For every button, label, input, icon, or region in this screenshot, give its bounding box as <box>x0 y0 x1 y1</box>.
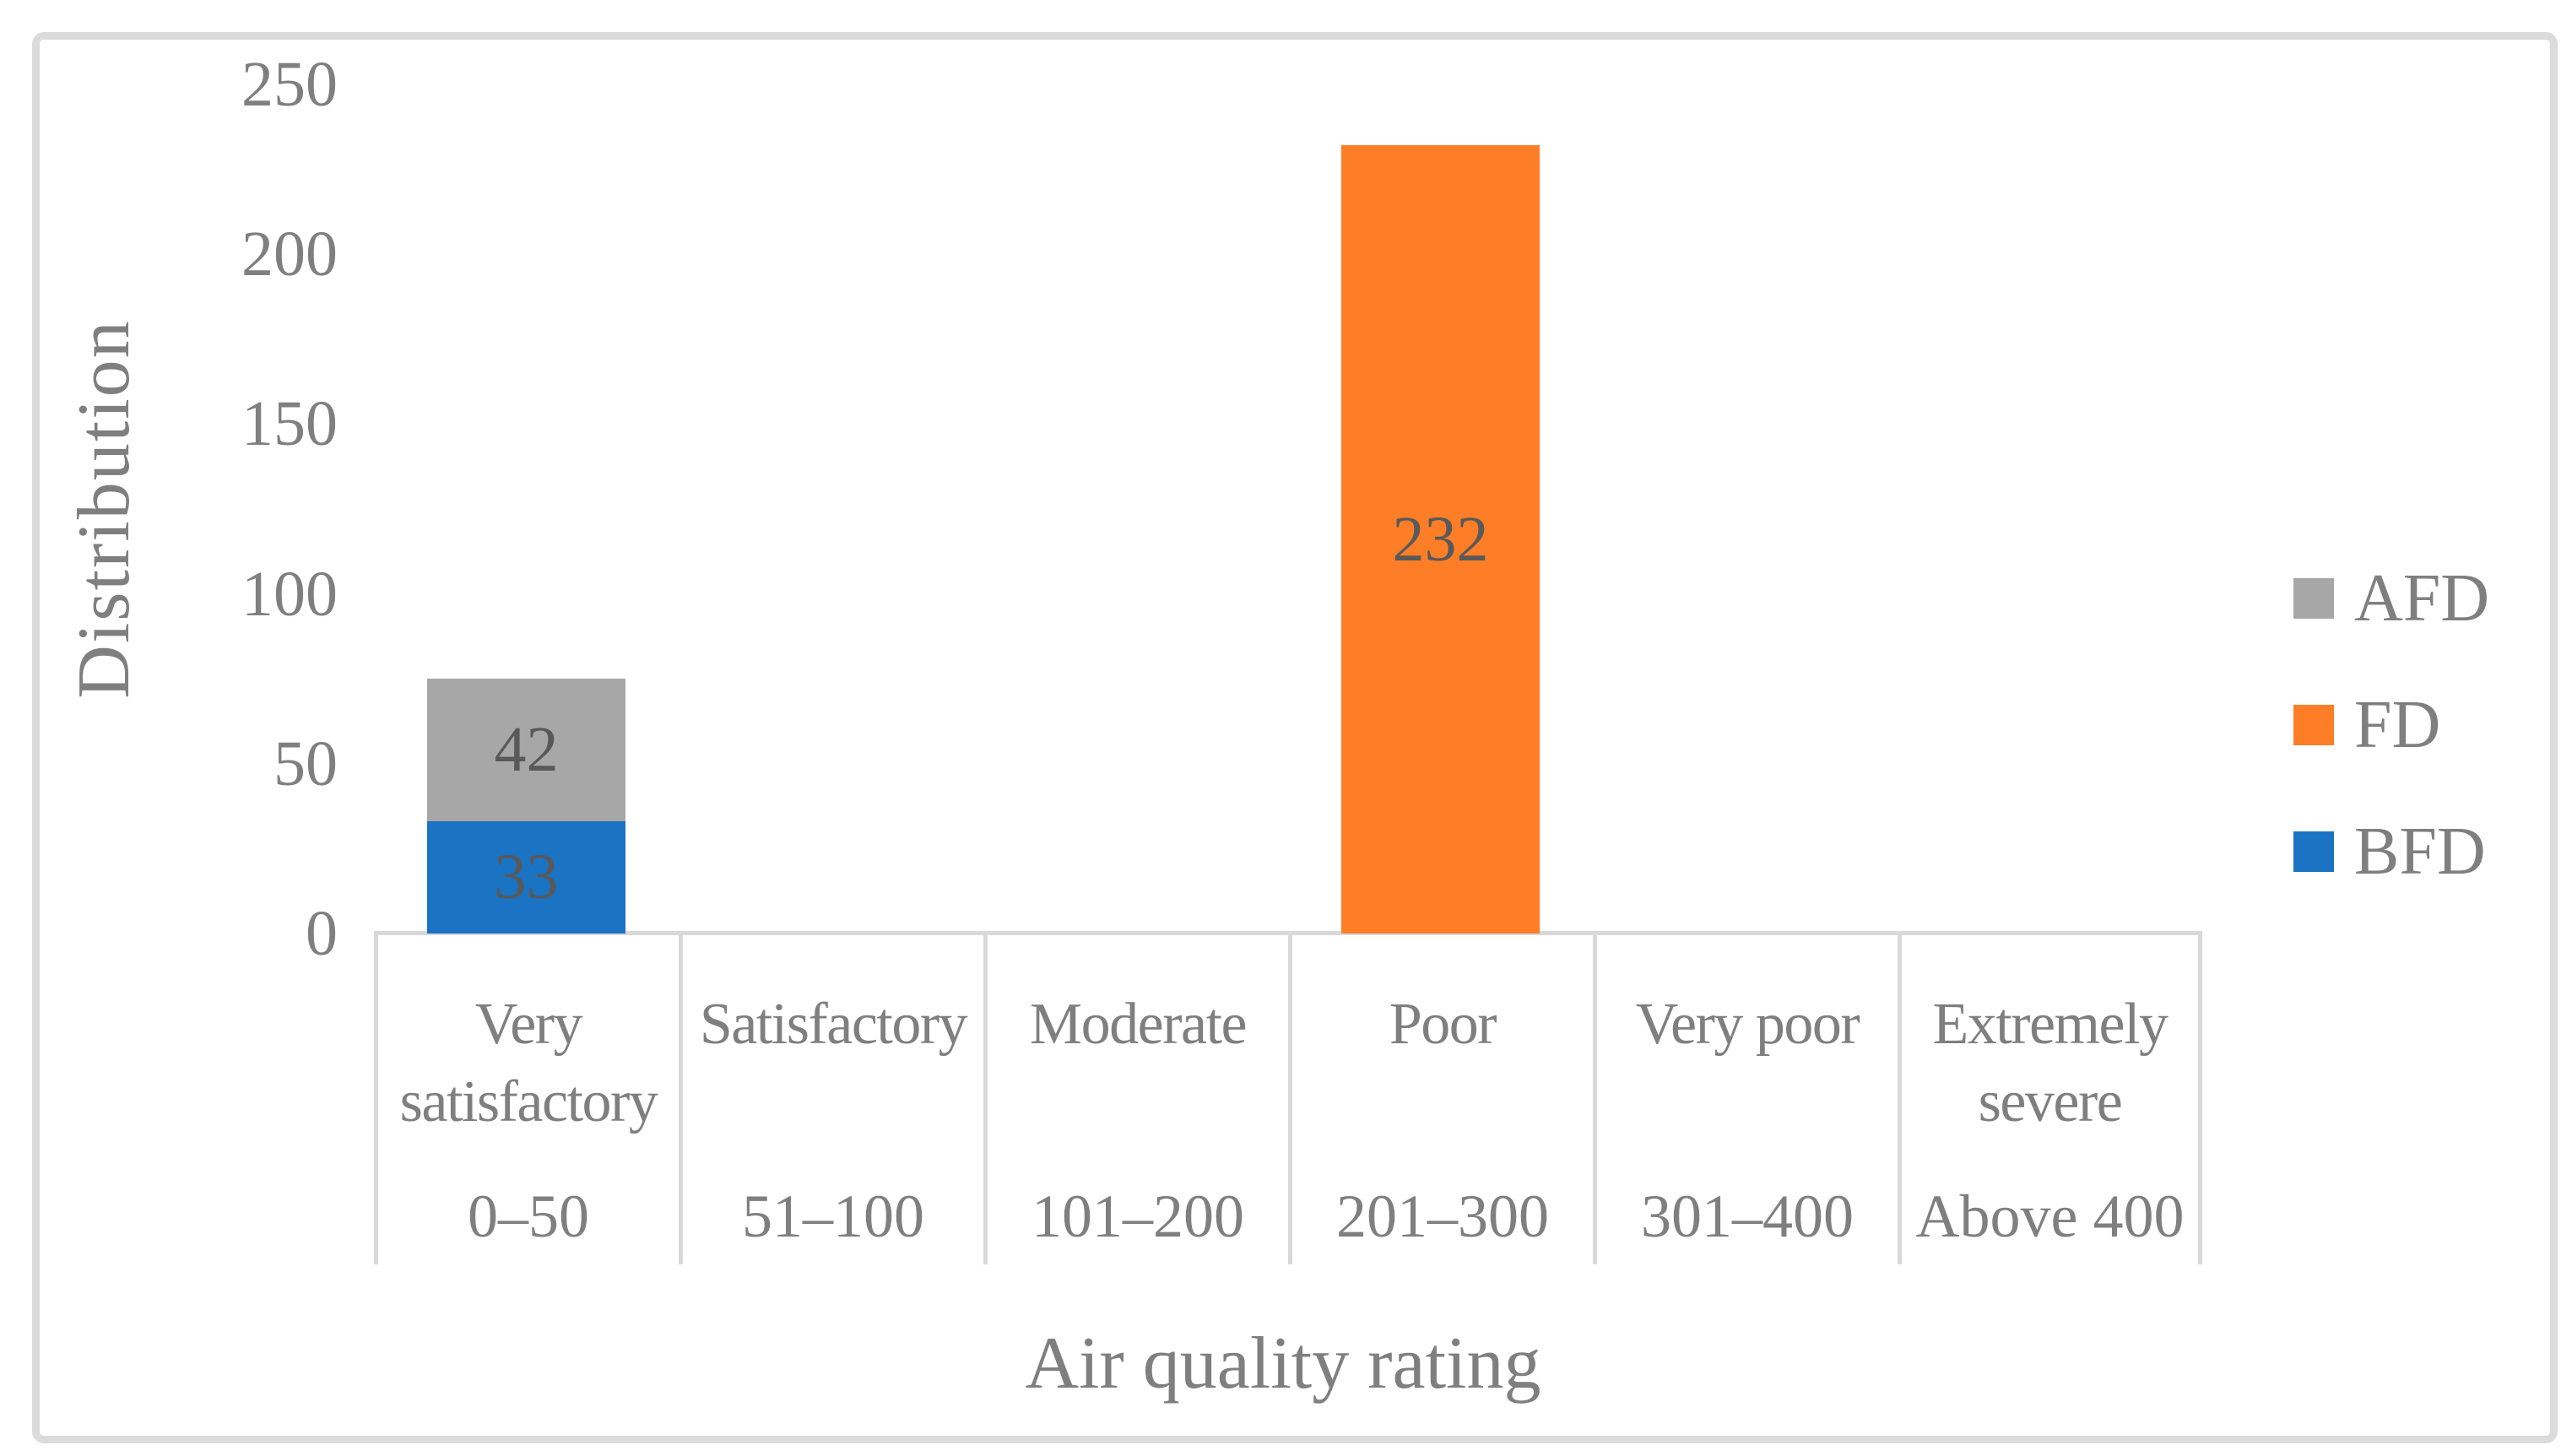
category-cell: Moderate 101–200 <box>983 934 1288 1264</box>
data-label-bfd: 33 <box>494 842 559 913</box>
category-range-label: 0–50 <box>468 1183 589 1250</box>
category-name-label: Satisfactory <box>699 992 968 1057</box>
legend-item-fd: FD <box>2293 683 2440 767</box>
legend-item-bfd: BFD <box>2293 809 2486 894</box>
category-cell: Very satisfactory 0–50 <box>374 934 679 1264</box>
legend-swatch-icon <box>2293 831 2334 872</box>
y-axis-title: Distribution <box>62 319 145 699</box>
legend-label: AFD <box>2354 560 2490 636</box>
legend-swatch-icon <box>2293 705 2334 745</box>
category-range-label: 301–400 <box>1641 1183 1854 1250</box>
category-name-label: Very satisfactory <box>399 992 658 1134</box>
legend-label: BFD <box>2354 814 2486 889</box>
legend-label: FD <box>2354 687 2441 762</box>
figure-border <box>32 32 2558 1443</box>
category-range-label: 101–200 <box>1032 1183 1244 1250</box>
category-name-label: Very poor <box>1635 992 1860 1057</box>
category-range-label: Above 400 <box>1915 1183 2185 1250</box>
bar-segment-fd: 232 <box>1341 145 1540 934</box>
category-range-label: 51–100 <box>742 1183 924 1250</box>
y-tick-label: 250 <box>241 49 338 120</box>
category-name-label: Moderate <box>1029 992 1248 1057</box>
y-tick-label: 50 <box>273 728 338 799</box>
y-tick-label: 100 <box>241 558 338 630</box>
category-name-label: Extremely severe <box>1932 992 2169 1134</box>
category-cell: Extremely severe Above 400 <box>1898 934 2202 1264</box>
category-range-label: 201–300 <box>1336 1183 1549 1250</box>
data-label-fd: 232 <box>1392 503 1489 575</box>
bar-segment-bfd: 33 <box>427 821 625 934</box>
legend-swatch-icon <box>2293 578 2334 619</box>
y-tick-label: 0 <box>306 898 338 969</box>
category-cell: Very poor 301–400 <box>1593 934 1898 1264</box>
category-cell: Poor 201–300 <box>1288 934 1593 1264</box>
category-name-label: Poor <box>1389 992 1497 1057</box>
bar-segment-afd: 42 <box>427 679 625 822</box>
x-axis-line <box>374 931 2202 935</box>
y-tick-label: 150 <box>241 388 338 460</box>
data-label-afd: 42 <box>494 714 559 786</box>
x-axis-title: Air quality rating <box>1025 1322 1541 1405</box>
legend-item-afd: AFD <box>2293 556 2489 641</box>
y-tick-label: 200 <box>241 219 338 290</box>
category-cell: Satisfactory 51–100 <box>679 934 983 1264</box>
